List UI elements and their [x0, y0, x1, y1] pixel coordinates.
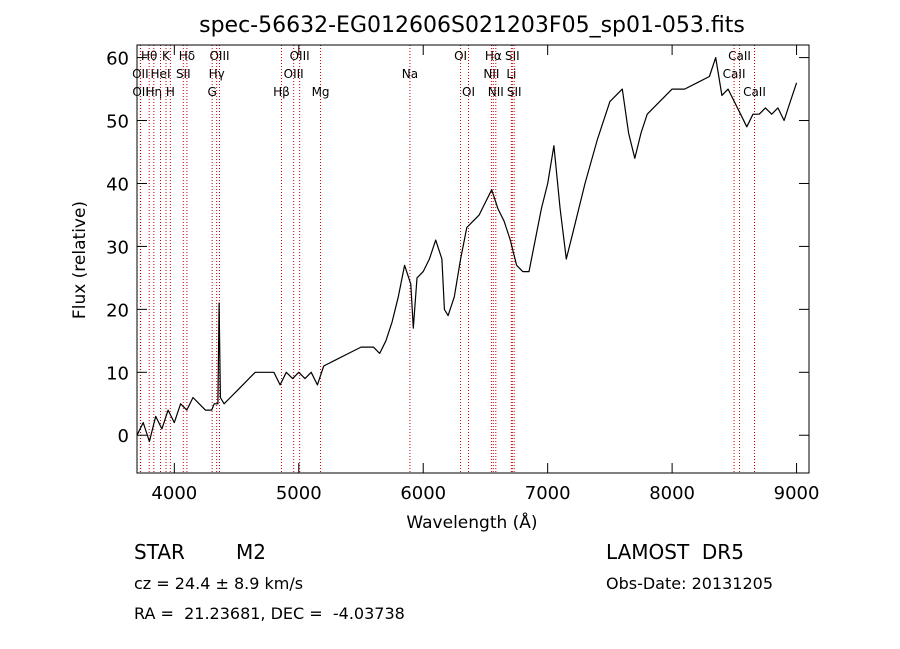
emission-line-label: HeI — [151, 67, 171, 81]
emission-line-label: Hβ — [273, 85, 290, 99]
x-tick-label: 5000 — [276, 483, 322, 504]
object-class: STAR — [134, 540, 185, 564]
plot-frame — [136, 44, 810, 474]
y-axis-label: Flux (relative) — [70, 201, 90, 319]
emission-line-label: Hθ — [141, 49, 157, 63]
spectrum-series — [136, 56, 798, 443]
emission-line-label: OII — [132, 85, 149, 99]
emission-line-label: Mg — [312, 85, 330, 99]
emission-line-label: H — [166, 85, 175, 99]
emission-line-label: G — [208, 85, 217, 99]
y-tick-label: 40 — [106, 174, 129, 195]
emission-line-label: NII — [488, 85, 504, 99]
emission-line-label: Hδ — [179, 49, 195, 63]
x-tick-label: 8000 — [649, 483, 695, 504]
emission-line-label: OII — [132, 67, 149, 81]
x-axis-label: Wavelength (Å) — [406, 511, 537, 533]
chart-title: spec-56632-EG012606S021203F05_sp01-053.f… — [199, 13, 745, 38]
y-tick-label: 0 — [118, 426, 129, 447]
emission-line-label: OI — [454, 49, 467, 63]
y-tick-label: 30 — [106, 237, 129, 258]
emission-line-label: SII — [505, 49, 520, 63]
emission-line-label: NII — [483, 67, 499, 81]
x-tick-label: 6000 — [400, 483, 446, 504]
x-tick-label: 9000 — [774, 483, 820, 504]
emission-line-label: Li — [506, 67, 516, 81]
emission-line-label: K — [162, 49, 171, 63]
emission-line-label: CaII — [728, 49, 751, 63]
emission-line-label: Na — [402, 67, 418, 81]
y-tick-label: 20 — [106, 300, 129, 321]
coordinates: RA = 21.23681, DEC = -4.03738 — [134, 604, 405, 623]
y-axis: 0 10 20 30 40 50 60 — [106, 49, 809, 447]
emission-line-label: SII — [176, 67, 191, 81]
y-tick-label: 60 — [106, 49, 129, 70]
emission-line-label: CaII — [723, 67, 746, 81]
emission-line-label: CaII — [743, 85, 766, 99]
emission-line-label: OIII — [290, 49, 310, 63]
obs-date: Obs-Date: 20131205 — [606, 574, 774, 593]
emission-line-label: SII — [507, 85, 522, 99]
spectrum-line — [136, 56, 798, 443]
emission-line-label: OIII — [284, 67, 304, 81]
emission-line-label: Hγ — [209, 67, 225, 81]
y-tick-label: 50 — [106, 112, 129, 133]
emission-line-label: OIII — [209, 49, 229, 63]
emission-line-label: Hη — [145, 85, 162, 99]
x-tick-label: 4000 — [151, 483, 197, 504]
y-tick-label: 10 — [106, 363, 129, 384]
subclass: M2 — [236, 540, 266, 564]
emission-line-label: Hα — [485, 49, 502, 63]
emission-line-label: OI — [462, 85, 475, 99]
redshift-value: cz = 24.4 ± 8.9 km/s — [134, 574, 304, 593]
x-axis: 4000 5000 6000 7000 8000 9000 — [151, 45, 819, 504]
survey-name: LAMOST DR5 — [606, 540, 744, 564]
x-tick-label: 7000 — [525, 483, 571, 504]
